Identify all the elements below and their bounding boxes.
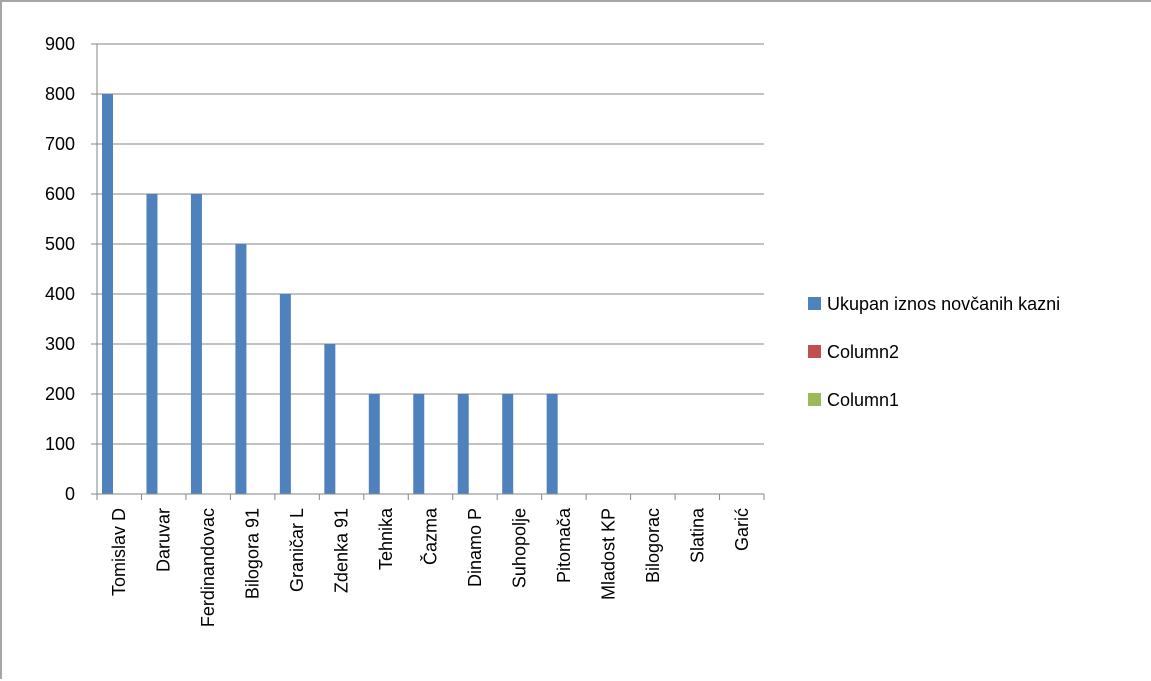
y-tick-label: 700 xyxy=(45,134,75,154)
y-tick-label: 400 xyxy=(45,284,75,304)
x-tick-labels: Tomislav D Daruvar Ferdinandovac Bilogora 9… xyxy=(109,507,752,627)
x-tick-label: Tomislav D xyxy=(109,508,129,596)
x-tick-label: Čazma xyxy=(420,507,441,565)
y-tick-label: 200 xyxy=(45,384,75,404)
bar xyxy=(413,394,425,494)
y-tick-label: 300 xyxy=(45,334,75,354)
legend: Ukupan iznos novčanih kazni Column2 Column… xyxy=(808,294,1060,410)
bar xyxy=(190,194,202,494)
y-tick-label: 0 xyxy=(65,484,75,504)
x-tick-label: Ferdinandovac xyxy=(198,508,218,627)
x-tick-label: Garić xyxy=(732,508,752,551)
bar xyxy=(324,344,336,494)
x-tick-label: Zdenka 91 xyxy=(332,508,352,593)
x-tick-label: Bilogorac xyxy=(643,508,663,583)
bar xyxy=(279,294,291,494)
x-tick-label: Slatina xyxy=(687,507,707,563)
legend-entry-label: Ukupan iznos novčanih kazni xyxy=(827,294,1060,314)
legend-swatch xyxy=(808,297,821,310)
bar xyxy=(502,394,514,494)
x-tick-label: Dinamo P xyxy=(465,508,485,587)
bar xyxy=(102,94,113,494)
y-tick-label: 100 xyxy=(45,434,75,454)
x-tick-label: Suhopolje xyxy=(509,508,529,588)
y-tick-label: 500 xyxy=(45,234,75,254)
x-tick-label: Bilogora 91 xyxy=(243,508,263,599)
bar xyxy=(457,394,469,494)
x-tick-label: Pitomača xyxy=(554,507,574,583)
legend-entry-label: Column2 xyxy=(827,342,899,362)
gridlines xyxy=(97,43,764,445)
y-tick-label: 600 xyxy=(45,184,75,204)
legend-swatch xyxy=(808,393,821,406)
bar xyxy=(235,244,247,494)
y-tick-label: 800 xyxy=(45,84,75,104)
y-tick-label: 900 xyxy=(45,34,75,54)
bars xyxy=(102,94,558,494)
x-tick-label: Daruvar xyxy=(154,508,174,572)
y-tick-labels: 0 100 200 300 400 500 600 700 800 900 xyxy=(45,34,75,504)
legend-entry-label: Column1 xyxy=(827,390,899,410)
x-tick-label: Tehnika xyxy=(376,507,396,570)
axes xyxy=(91,43,765,500)
x-tick-label: Mladost KP xyxy=(598,508,618,600)
bar xyxy=(546,394,558,494)
legend-swatch xyxy=(808,345,821,358)
bar xyxy=(146,194,158,494)
bar xyxy=(368,394,380,494)
x-tick-label: Graničar L xyxy=(287,508,307,592)
